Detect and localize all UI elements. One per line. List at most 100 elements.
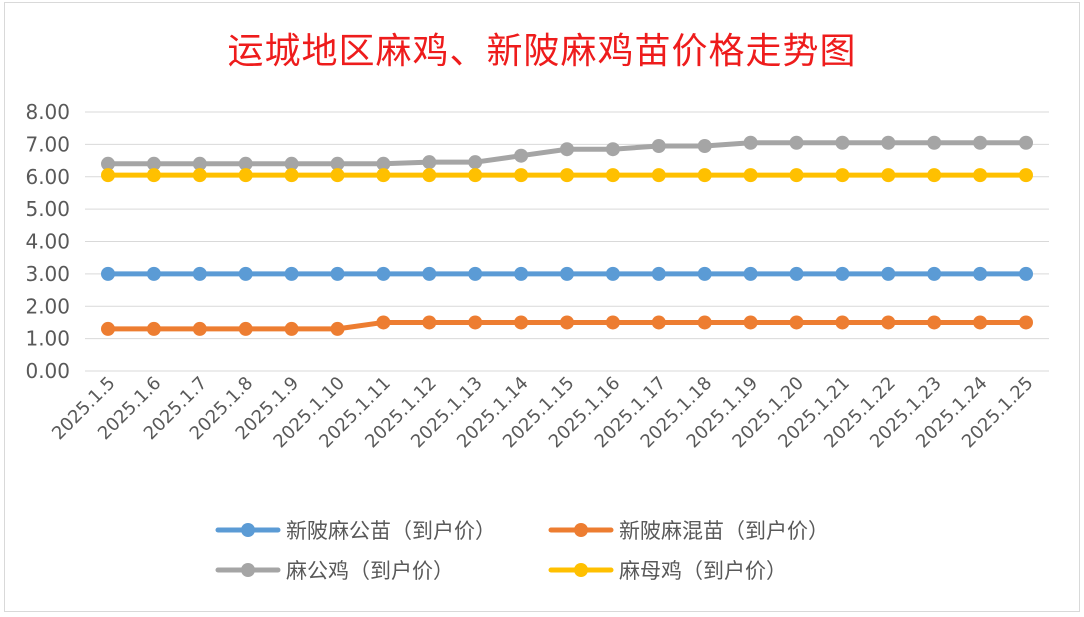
data-point (468, 168, 483, 183)
data-point (605, 142, 620, 157)
data-point (651, 138, 666, 153)
data-point (422, 266, 437, 281)
data-point (927, 135, 942, 150)
data-point (238, 156, 253, 171)
data-point (651, 168, 666, 183)
legend: 新陂麻公苗（到户价） 新陂麻混苗（到户价） 麻公鸡（到户价） 麻母鸡（到户价） (215, 519, 829, 583)
data-point (468, 155, 483, 170)
data-point (789, 168, 804, 183)
chart-frame (4, 2, 1080, 612)
data-point (146, 156, 161, 171)
y-tick-label: 3.00 (25, 262, 70, 286)
y-tick-label: 4.00 (25, 230, 70, 254)
y-tick-label: 8.00 (25, 100, 70, 124)
data-point (422, 315, 437, 330)
data-point (560, 315, 574, 330)
data-point (651, 315, 666, 330)
data-point (422, 155, 437, 170)
legend-item: 新陂麻公苗（到户价） (215, 519, 496, 543)
data-point (238, 266, 253, 281)
data-point (514, 148, 529, 163)
data-point (192, 266, 207, 281)
data-point (101, 321, 115, 336)
y-tick-label: 7.00 (25, 132, 70, 156)
legend-label: 新陂麻公苗（到户价） (286, 519, 496, 543)
y-tick-label: 1.00 (25, 327, 70, 351)
data-point (238, 168, 253, 183)
y-tick-label: 5.00 (25, 197, 70, 221)
data-point (973, 168, 988, 183)
data-point (284, 156, 299, 171)
data-point (468, 266, 483, 281)
data-point (192, 168, 207, 183)
data-point (789, 315, 804, 330)
data-point (192, 156, 207, 171)
data-point (605, 266, 620, 281)
series-lines (101, 135, 1033, 336)
data-point (927, 168, 942, 183)
data-point (284, 321, 299, 336)
series-1 (101, 266, 1033, 281)
y-tick-label: 6.00 (25, 165, 70, 189)
data-point (743, 315, 758, 330)
legend-swatch-marker (574, 523, 588, 537)
data-point (835, 168, 850, 183)
data-point (376, 266, 391, 281)
data-point (651, 266, 666, 281)
data-point (514, 315, 529, 330)
legend-swatch-marker (241, 523, 255, 537)
data-point (330, 168, 345, 183)
data-point (835, 135, 850, 150)
data-point (146, 321, 161, 336)
data-point (192, 321, 207, 336)
legend-label: 麻母鸡（到户价） (619, 559, 787, 583)
data-point (101, 168, 115, 183)
data-point (376, 168, 391, 183)
data-point (146, 168, 161, 183)
data-point (146, 266, 161, 281)
series-3 (101, 135, 1033, 171)
data-point (927, 266, 942, 281)
data-point (605, 168, 620, 183)
x-axis-ticks: 2025.1.52025.1.62025.1.72025.1.82025.1.9… (48, 373, 1038, 453)
data-point (330, 321, 345, 336)
data-point (789, 135, 804, 150)
data-point (560, 168, 574, 183)
chart-title: 运城地区麻鸡、新陂麻鸡苗价格走势图 (227, 31, 857, 72)
data-point (743, 135, 758, 150)
data-point (835, 266, 850, 281)
legend-item: 麻公鸡（到户价） (215, 559, 454, 583)
data-point (560, 142, 574, 157)
data-point (881, 315, 896, 330)
data-point (789, 266, 804, 281)
data-point (605, 315, 620, 330)
data-point (743, 266, 758, 281)
data-point (973, 315, 988, 330)
series-4 (101, 168, 1033, 183)
data-point (376, 315, 391, 330)
legend-swatch-marker (574, 563, 588, 577)
y-tick-label: 2.00 (25, 294, 70, 318)
data-point (514, 266, 529, 281)
legend-item: 麻母鸡（到户价） (548, 559, 787, 583)
data-point (284, 266, 299, 281)
data-point (468, 315, 483, 330)
data-point (881, 135, 896, 150)
data-point (697, 266, 712, 281)
data-point (697, 168, 712, 183)
data-point (101, 156, 115, 171)
data-point (238, 321, 253, 336)
data-point (376, 156, 391, 171)
y-tick-label: 0.00 (25, 359, 70, 383)
series-2 (101, 315, 1033, 336)
data-point (881, 168, 896, 183)
data-point (697, 138, 712, 153)
data-point (284, 168, 299, 183)
legend-item: 新陂麻混苗（到户价） (548, 519, 829, 543)
data-point (1019, 135, 1033, 150)
data-point (881, 266, 896, 281)
data-point (560, 266, 574, 281)
data-point (1019, 266, 1033, 281)
legend-label: 麻公鸡（到户价） (286, 559, 454, 583)
data-point (973, 266, 988, 281)
